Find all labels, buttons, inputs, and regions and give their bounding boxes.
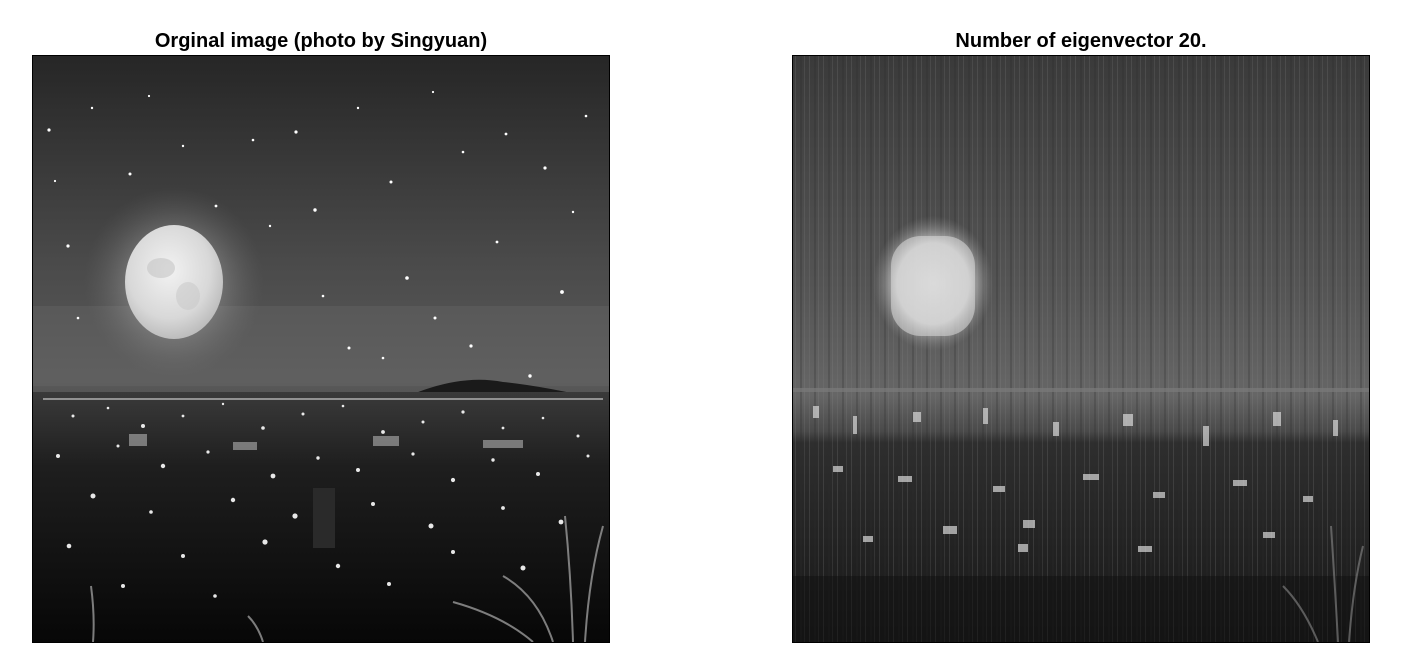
left-panel-title: Orginal image (photo by Singyuan) bbox=[154, 30, 488, 52]
right-panel-title: Number of eigenvector 20. bbox=[955, 30, 1207, 52]
reconstructed-image bbox=[793, 56, 1369, 642]
reconstructed-image-panel bbox=[792, 55, 1370, 643]
original-image bbox=[33, 56, 609, 642]
original-image-panel bbox=[32, 55, 610, 643]
